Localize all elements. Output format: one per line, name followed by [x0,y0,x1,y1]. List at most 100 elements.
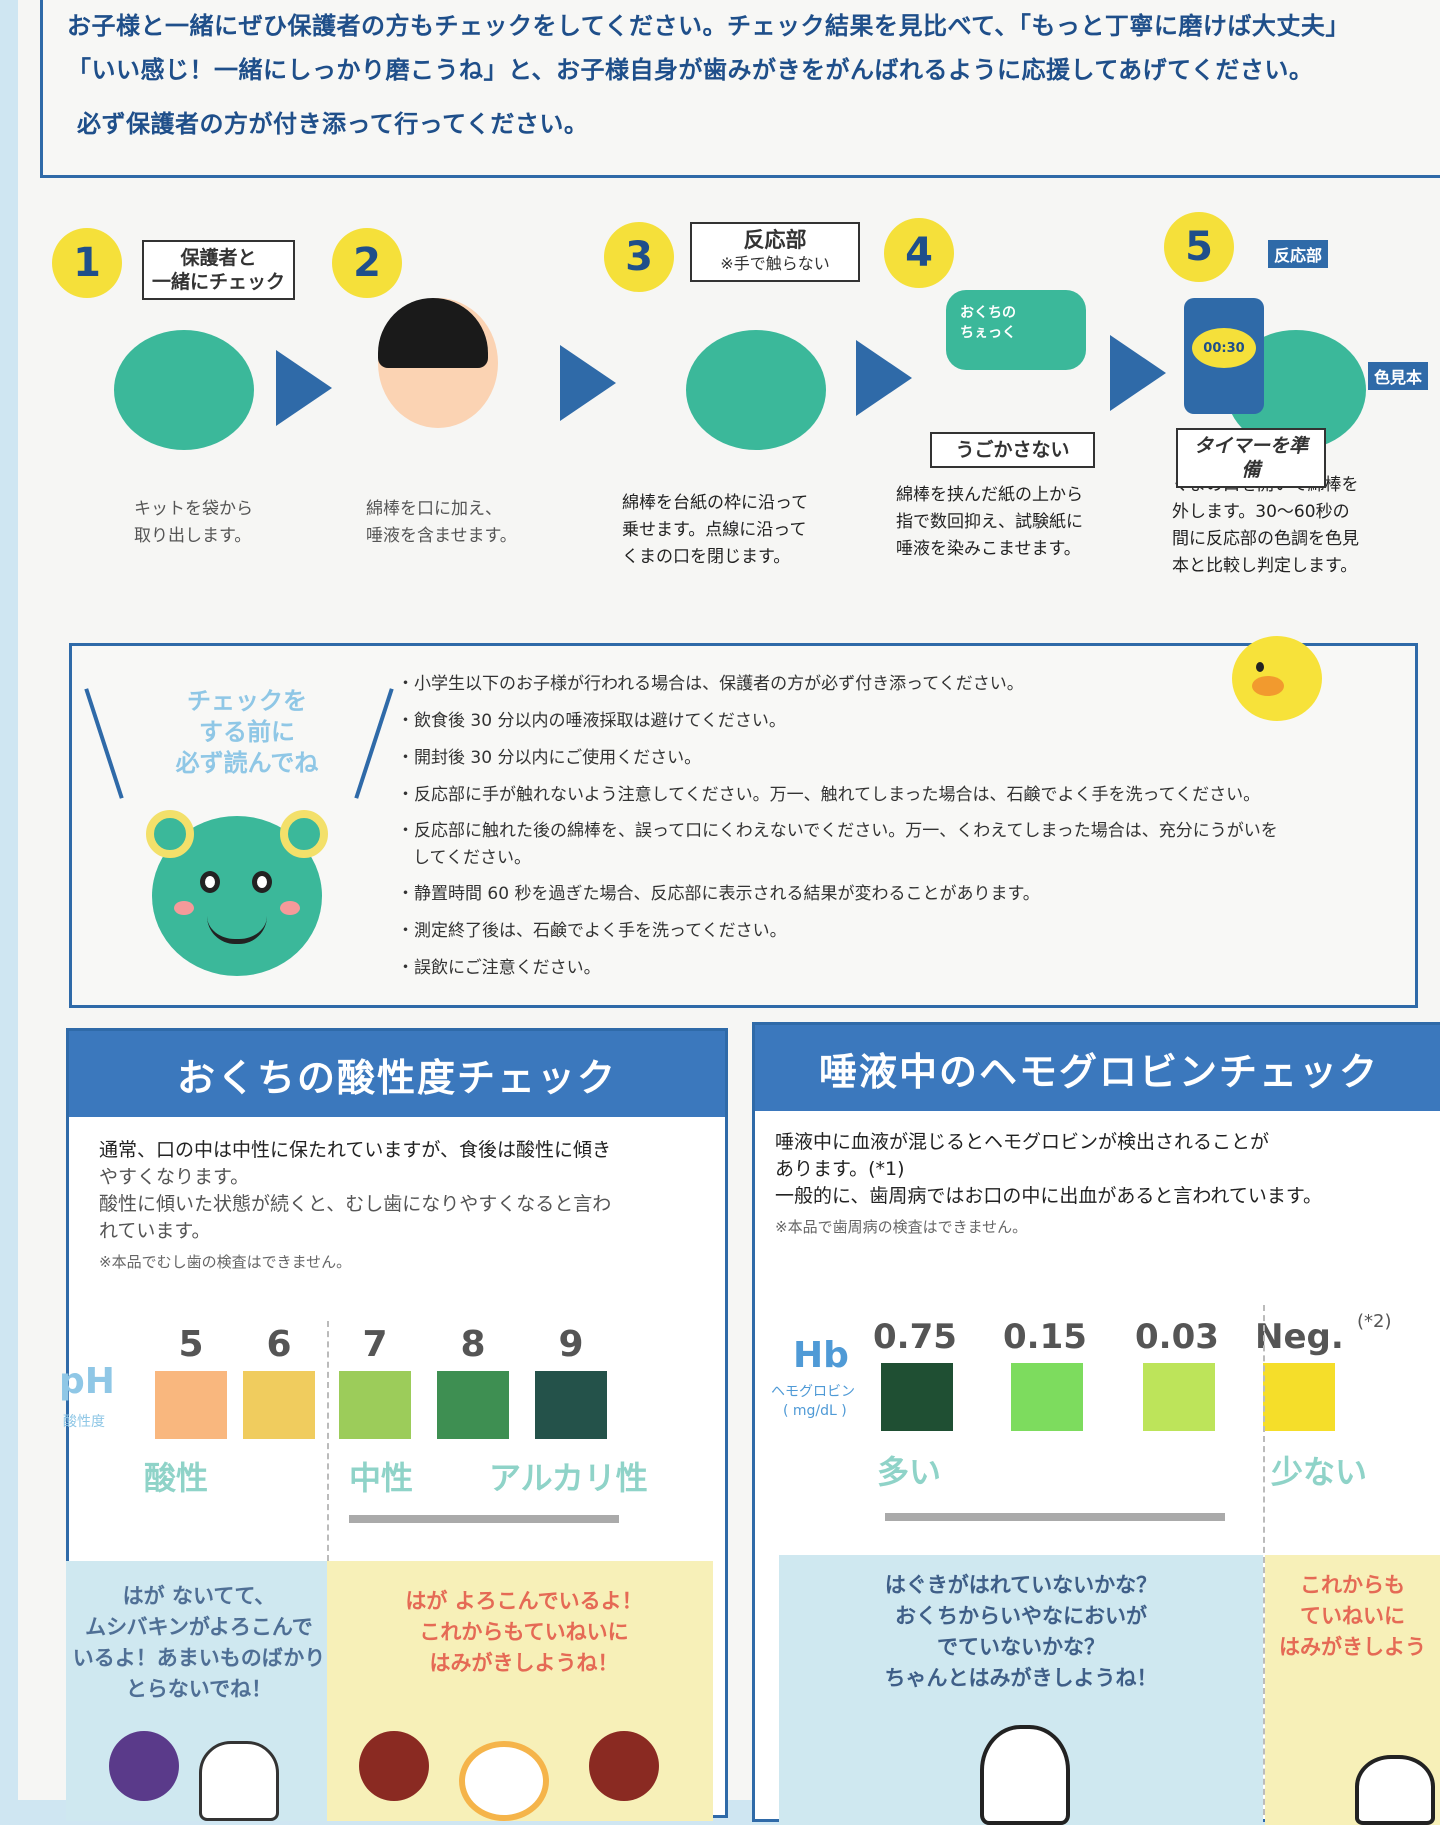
ph-cat-neutral: 中性 [349,1459,414,1497]
heading-line: チェックを [187,687,307,715]
hb-scale-unit: ( mg/dL ) [783,1403,847,1419]
step-number: 3 [604,222,674,292]
hb-cat-many: 多い [877,1453,942,1491]
hb-check-section: 唾液中のヘモグロビンチェック 唾液中に血液が混じるとヘモグロビンが検出されること… [752,1022,1440,1825]
heading-line: する前に [199,718,295,746]
step4-tag: うごかさない [930,432,1095,468]
range-arrow-icon [349,1515,619,1523]
swatch-label: 9 [558,1324,584,1365]
caution-item: ・反応部に手が触れないよう注意してください。万一、触れてしまった場合は、石鹸でよ… [397,785,1261,805]
ph-bubble-good: はが よろこんでいるよ！ これからもていねいに はみがきしようね！ [405,1589,643,1675]
step3-tag-sub: ※手で触らない [720,254,830,273]
arrow-right-icon [560,345,616,421]
step-caption: 綿棒を挟んだ紙の上から [896,485,1083,505]
step5-tag: タイマーを準備 [1176,428,1326,488]
arrow-right-icon [1110,335,1166,411]
hb-desc: 唾液中に血液が混じるとヘモグロビンが検出されることが [775,1131,1270,1153]
bear-kit-icon [686,330,826,450]
ph-scale-label: pH [59,1361,115,1402]
bear-kit-icon [946,290,1086,370]
caution-item: ・誤飲にご注意ください。 [397,958,601,978]
swatch-footnote: (*2) [1357,1311,1392,1332]
swatch-label: 7 [362,1324,388,1365]
caution-item: ・測定終了後は、石鹸でよく手を洗ってください。 [397,921,787,941]
hb-title: 唾液中のヘモグロビンチェック [755,1025,1440,1111]
step-caption: 綿棒を口に加え、 [366,499,502,519]
caution-item: ・小学生以下のお子様が行われる場合は、保護者の方が必ず付き添ってください。 [397,674,1024,694]
step-caption: 本と比較し判定します。 [1172,556,1358,576]
step5-label-sample: 色見本 [1368,362,1429,390]
color-swatch [339,1371,411,1439]
step-caption: 唾液を含ませます。 [366,526,517,546]
germ-icon [109,1731,179,1801]
tooth-icon [459,1741,549,1821]
ph-title: おくちの酸性度チェック [69,1031,725,1117]
intro-box: お子様と一緒にぜひ保護者の方もチェックをしてください。チェック結果を見比べて、「… [40,0,1440,178]
step-caption: 取り出します。 [134,526,252,546]
swatch-label: 5 [178,1324,204,1365]
step-number: 1 [52,228,122,298]
tooth-icon [199,1741,279,1821]
ph-desc: 酸性に傾いた状態が続くと、むし歯になりやすくなると言わ [99,1193,612,1215]
ph-scale-sub: 酸性度 [63,1414,105,1430]
color-swatch [1143,1363,1215,1431]
hb-scale-sub: ヘモグロビン [771,1384,855,1400]
arrow-right-icon [856,340,912,416]
intro-line: お子様と一緒にぜひ保護者の方もチェックをしてください。チェック結果を見比べて、「… [67,12,1350,40]
swatch-label: 0.03 [1135,1317,1219,1357]
ph-cat-acid: 酸性 [144,1459,209,1497]
bear-kit-icon [114,330,254,450]
timer-display: 00:30 [1192,328,1256,368]
ph-check-section: おくちの酸性度チェック 通常、口の中は中性に保たれていますが、食後は酸性に傾き … [59,1028,728,1821]
step3-tag: 反応部 ※手で触らない [690,222,860,282]
step-caption: 綿棒を台紙の枠に沿って [622,493,809,513]
swatch-label: 6 [266,1324,292,1365]
ph-desc: やすくなります。 [99,1166,250,1188]
divider [327,1321,329,1561]
swatch-label: 8 [460,1324,486,1365]
color-swatch [535,1371,607,1439]
step-caption: 乗せます。点線に沿って [622,520,807,540]
step-caption: 間に反応部の色調を色見 [1172,529,1359,549]
phone-icon: 00:30 [1184,298,1264,414]
caution-item: ・静置時間 60 秒を過ぎた場合、反応部に表示される結果が変わることがあります。 [397,884,1040,904]
tooth-icon [1355,1755,1435,1825]
color-swatch [881,1363,953,1431]
caution-item: ・飲食後 30 分以内の唾液採取は避けてください。 [397,711,786,731]
step-number: 4 [884,218,954,288]
swatch-label: 0.75 [873,1317,957,1357]
divider [84,688,124,799]
range-arrow-icon [885,1513,1225,1521]
intro-line: 「いい感じ！一緒にしっかり磨こうね」と、お子様自身が歯みがきをがんばれるように応… [67,56,1314,84]
hb-desc: あります。(*1) [775,1158,905,1180]
germ-icon [589,1731,659,1801]
step4-card-text: おくちの ちぇっく [960,305,1016,341]
color-swatch [243,1371,315,1439]
step-number: 2 [332,228,402,298]
step-caption: 外します。30〜60秒の [1172,502,1350,522]
ph-bubble-acid: はが ないてて、 ムシバキンがよろこんで いるよ！あまいものばかり とらないでね… [72,1584,326,1701]
hb-desc: 一般的に、歯周病ではお口の中に出血があると言われています。 [775,1185,1323,1207]
color-swatch [1011,1363,1083,1431]
ph-note: ※本品でむし歯の検査はできません。 [99,1253,352,1271]
step-caption: 唾液を染みこませます。 [896,539,1081,559]
hb-bubble-good: これからも ていねいに はみがきしよう [1279,1573,1426,1659]
bear-face-icon [146,810,328,976]
divider [354,688,394,799]
hb-bubble-gums: はぐきがはれていないかな？ おくちからいやなにおいが でていないかな？ ちゃんと… [884,1573,1158,1690]
ph-desc: 通常、口の中は中性に保たれていますが、食後は酸性に傾き [99,1139,612,1161]
step5-label-reaction: 反応部 [1268,240,1329,268]
caution-item: ・反応部に触れた後の綿棒を、誤って口にくわえないでください。万一、くわえてしまっ… [397,821,1278,868]
color-swatch [155,1371,227,1439]
step-caption: 指で数回抑え、試験紙に [896,512,1083,532]
hb-scale-label: Hb [793,1335,849,1376]
intro-line: 必ず保護者の方が付き添って行ってください。 [77,110,589,138]
heading-line: 必ず読んでね [175,749,319,777]
caution-heading: チェックを する前に 必ず読んでね [142,686,352,779]
caution-item: ・開封後 30 分以内にご使用ください。 [397,748,702,768]
step-caption: キットを袋から [134,499,253,519]
step-caption: くまの口を閉じます。 [622,547,791,567]
germ-icon [359,1731,429,1801]
arrow-right-icon [276,350,332,426]
color-swatch [437,1371,509,1439]
